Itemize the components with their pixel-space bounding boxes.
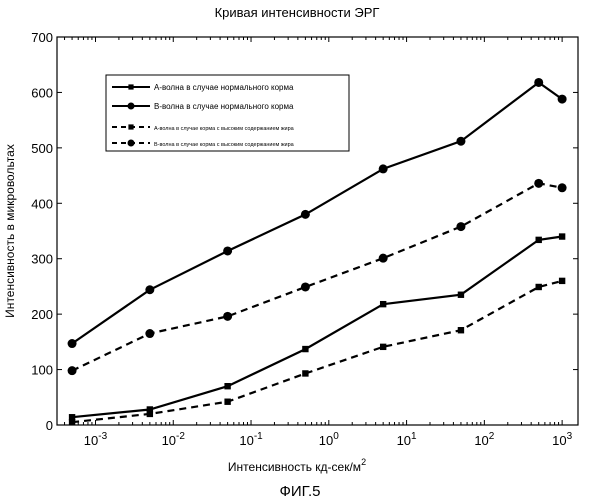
legend-label: А-волна в случае нормального корма (154, 83, 294, 92)
data-point-square (68, 414, 76, 421)
x-tick-label: 10-2 (162, 431, 186, 448)
x-tick-exponent: 2 (489, 431, 495, 442)
x-tick-base: 10 (319, 433, 333, 448)
data-point-circle (534, 77, 544, 87)
data-point-circle (300, 209, 310, 219)
series-3 (68, 277, 566, 426)
legend-label: А-волна в случае корма с высоким содержа… (154, 126, 295, 132)
data-point-square (224, 398, 231, 405)
data-point-circle (127, 139, 135, 147)
legend-entry: B-волна в случае корма с высоким содержа… (112, 139, 295, 148)
data-point-circle (557, 183, 567, 193)
x-axis-ticks: 10-3 10-2 10-1 100 101 102 103 (64, 37, 573, 448)
data-point-square (128, 84, 134, 90)
y-tick-label: 700 (31, 30, 53, 45)
data-point-square (146, 406, 154, 413)
x-tick-label: 103 (552, 431, 572, 448)
y-tick-label: 0 (46, 418, 53, 433)
x-tick-label: 101 (397, 431, 417, 448)
legend: А-волна в случае нормального корма B-волн… (112, 83, 295, 148)
x-tick-exponent: -3 (98, 431, 107, 442)
x-tick-exponent: -1 (254, 431, 263, 442)
x-tick-base: 10 (239, 433, 253, 448)
legend-entry: B-волна в случае нормального корма (112, 102, 294, 111)
y-tick-label: 500 (31, 141, 53, 156)
data-point-square (302, 370, 309, 377)
chart-title: Кривая интенсивности ЭРГ (215, 5, 380, 20)
figure-caption: ФИГ.5 (280, 483, 321, 500)
data-point-square (379, 300, 387, 308)
x-tick-exponent: -2 (176, 431, 185, 442)
series-group (67, 77, 567, 426)
series-line (71, 235, 563, 419)
y-tick-label: 100 (31, 363, 53, 378)
x-axis-label-superscript: 2 (361, 457, 366, 467)
data-point-square (302, 345, 309, 353)
x-tick-base: 10 (162, 433, 176, 448)
legend-label: B-волна в случае нормального корма (154, 102, 294, 111)
series-1 (68, 233, 566, 421)
legend-entry: А-волна в случае корма с высоким содержа… (112, 124, 295, 132)
data-point-square (558, 277, 566, 285)
data-point-circle (557, 94, 567, 104)
data-point-circle (534, 178, 544, 188)
legend-entry: А-волна в случае нормального корма (112, 83, 294, 92)
x-tick-base: 10 (397, 433, 411, 448)
series-4 (67, 178, 567, 376)
y-tick-label: 200 (31, 307, 53, 322)
data-point-circle (300, 282, 310, 292)
data-point-circle (223, 311, 233, 321)
plot-area (56, 36, 579, 426)
y-tick-label: 600 (31, 85, 53, 100)
legend-label: B-волна в случае корма с высоким содержа… (154, 142, 295, 148)
data-point-square (457, 291, 465, 298)
data-point-circle (378, 253, 388, 263)
x-tick-exponent: 1 (411, 431, 417, 442)
x-axis-label-text: Интенсивность кд-сек/м (228, 460, 361, 474)
data-point-square (457, 327, 465, 334)
data-point-circle (378, 164, 388, 174)
data-point-square (379, 343, 387, 351)
x-tick-exponent: 3 (567, 431, 573, 442)
x-tick-label: 102 (474, 431, 494, 448)
x-axis-label: Интенсивность кд-сек/м2 (228, 457, 366, 474)
series-2 (67, 77, 567, 349)
x-tick-label: 10-3 (84, 431, 108, 448)
series-line (71, 81, 563, 345)
x-tick-base: 10 (474, 433, 488, 448)
data-point-circle (223, 246, 233, 256)
data-point-square (128, 124, 134, 130)
x-tick-base: 10 (84, 433, 98, 448)
x-tick-base: 10 (552, 433, 566, 448)
data-point-circle (456, 136, 466, 146)
data-point-circle (67, 366, 77, 376)
y-tick-label: 300 (31, 252, 53, 267)
x-tick-exponent: 0 (333, 431, 339, 442)
x-tick-label: 100 (319, 431, 339, 448)
data-point-square (224, 383, 231, 390)
y-tick-label: 400 (31, 196, 53, 211)
data-point-square (535, 236, 542, 244)
y-axis-ticks: 0 100 200 300 400 500 600 700 (31, 30, 578, 433)
data-point-circle (67, 339, 77, 349)
series-line (71, 279, 563, 424)
x-tick-label: 10-1 (239, 431, 263, 448)
series-line (71, 182, 563, 372)
data-point-square (146, 410, 154, 418)
data-point-circle (127, 102, 135, 110)
data-point-square (68, 419, 76, 426)
data-point-square (535, 283, 542, 291)
data-point-square (558, 233, 566, 240)
data-point-circle (456, 222, 466, 232)
data-point-circle (145, 285, 155, 295)
y-axis-label: Интенсивность в микровольтах (3, 144, 17, 318)
data-point-circle (145, 329, 155, 339)
